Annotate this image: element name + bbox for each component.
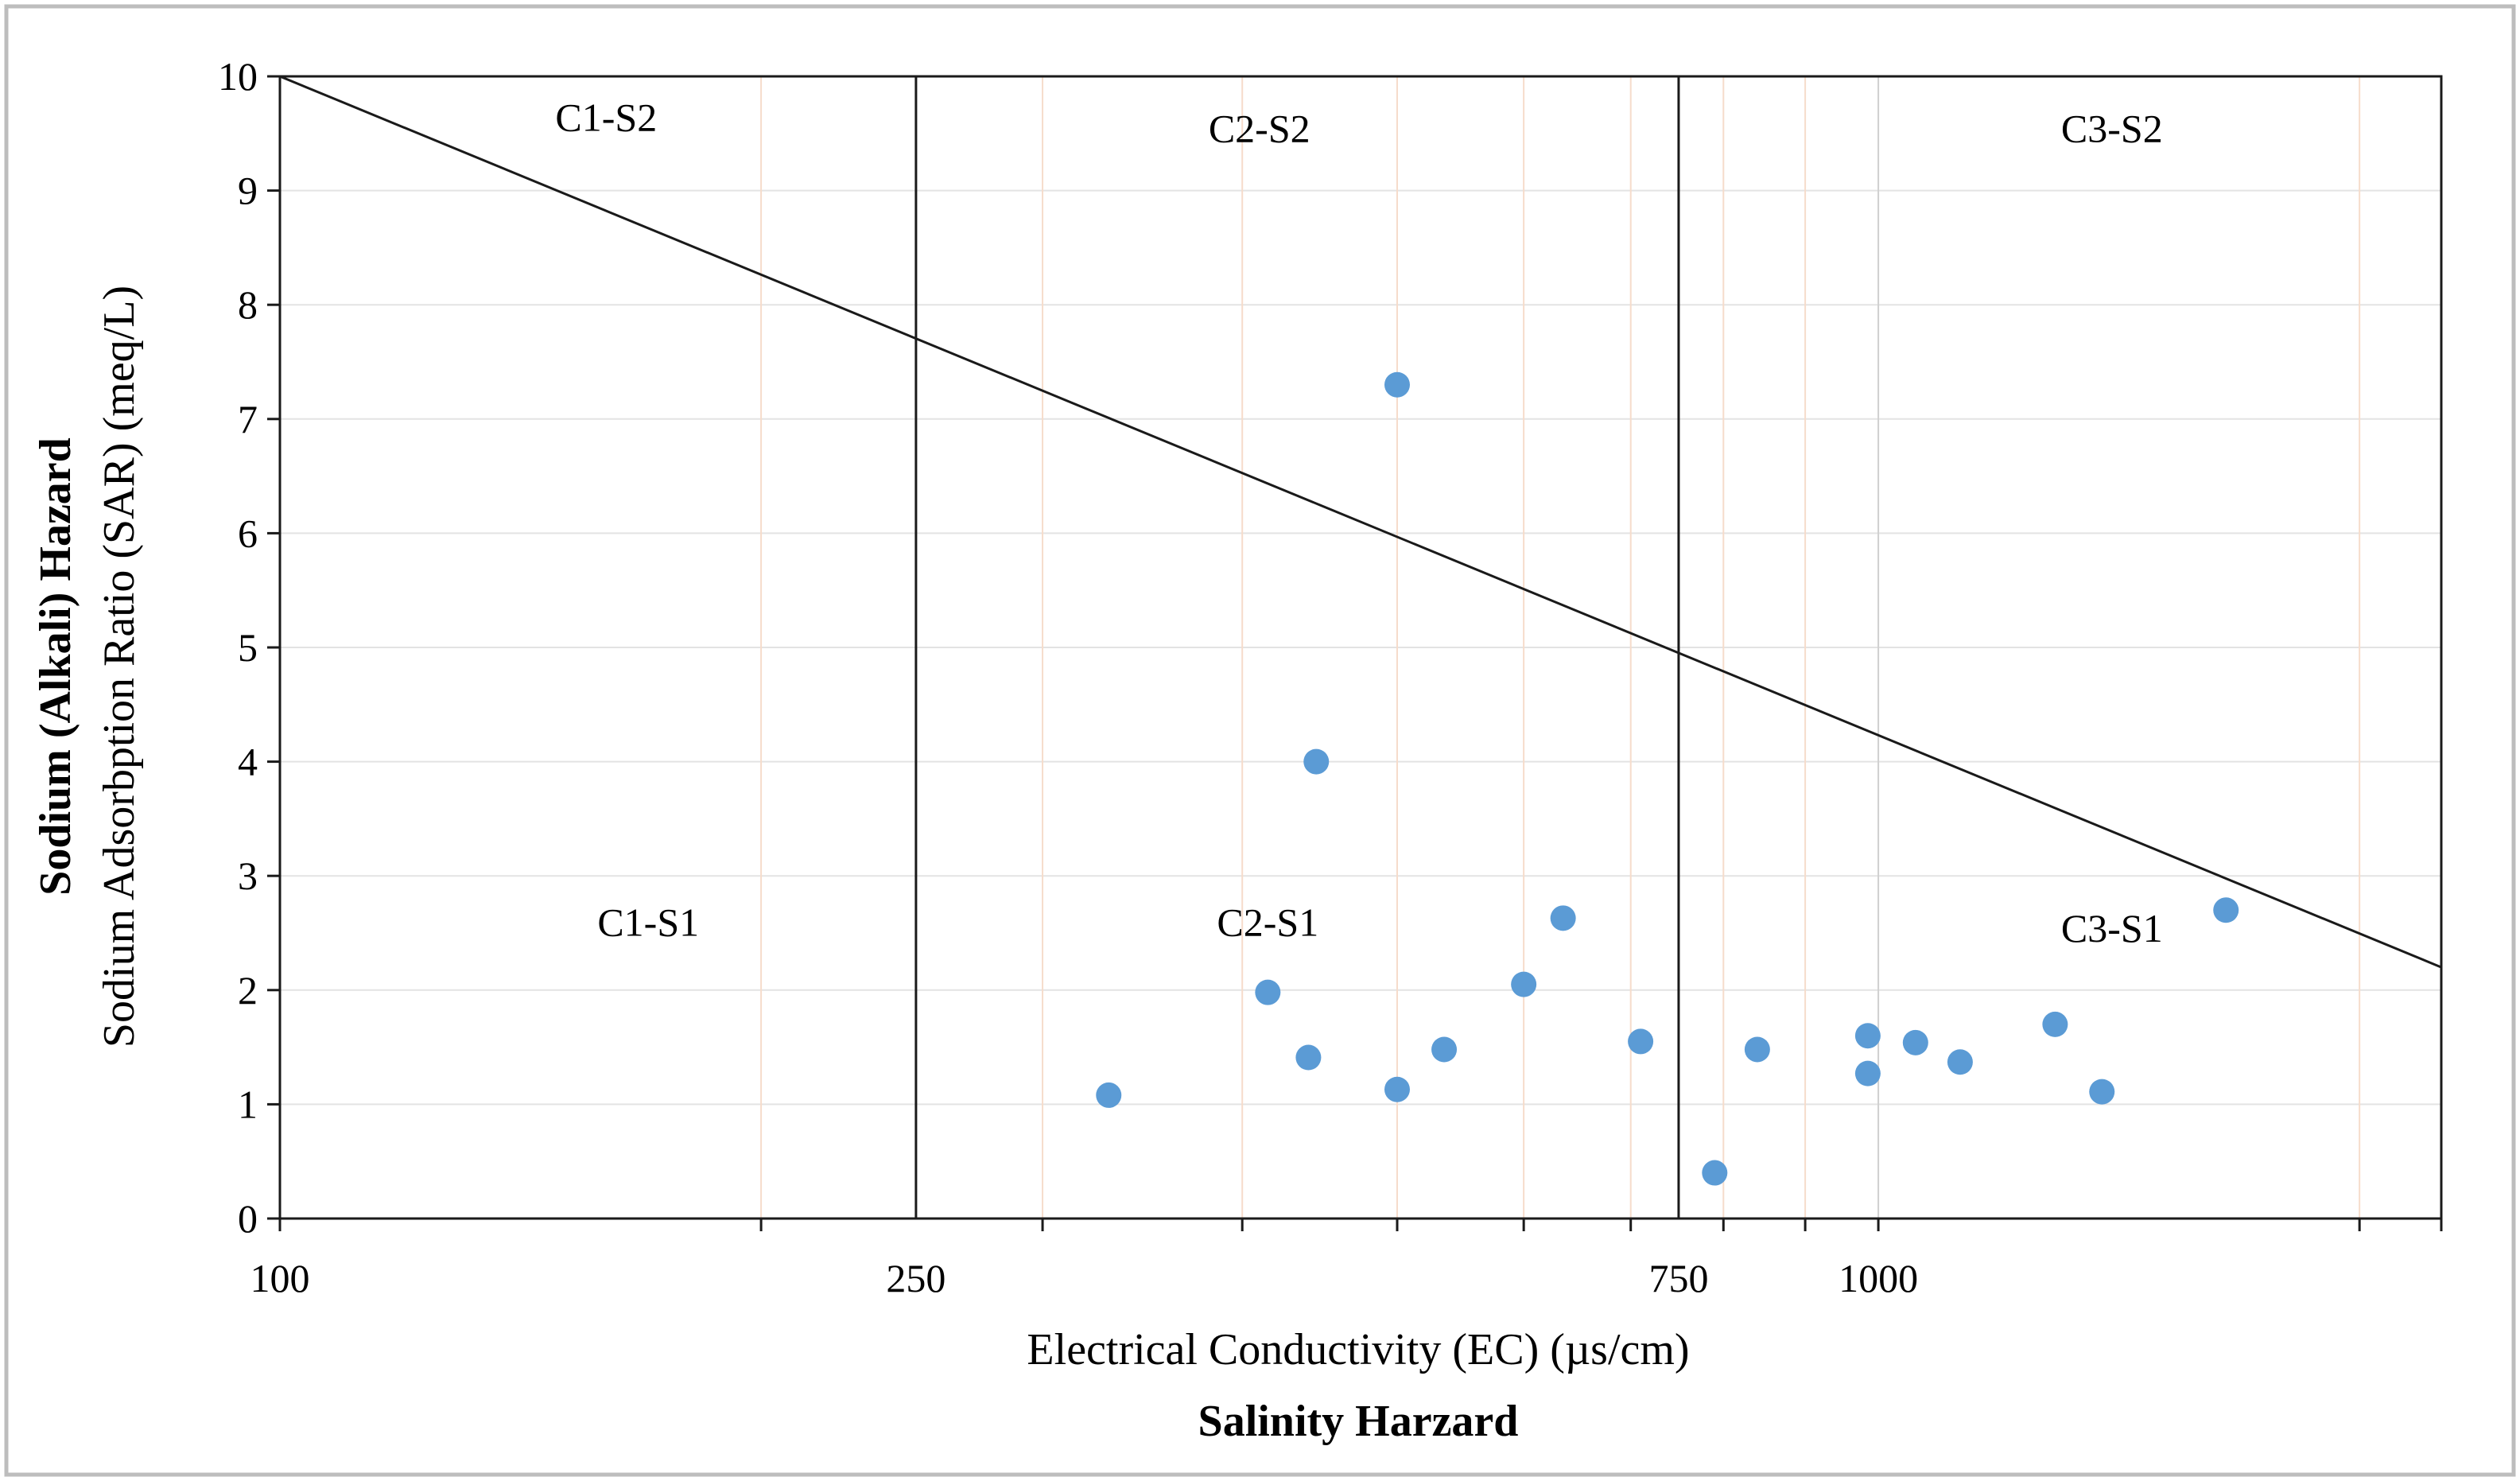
y-tick-label: 8 [238, 282, 258, 327]
zone-label: C3-S2 [2061, 107, 2163, 151]
data-point [1902, 1029, 1928, 1055]
x-tick-label: 1000 [1839, 1256, 1918, 1300]
y-tick-label: 10 [218, 54, 258, 99]
zone-label: C3-S1 [2061, 906, 2163, 950]
data-point [1854, 1023, 1881, 1049]
data-point [1384, 1076, 1410, 1102]
data-point [1431, 1036, 1458, 1063]
data-point [2213, 897, 2239, 923]
y-tick-label: 7 [238, 397, 258, 441]
data-point [1854, 1060, 1881, 1086]
data-point [1255, 979, 1281, 1005]
data-point [1384, 371, 1410, 398]
y-axis-ticks: 0 1 2 3 4 5 6 7 8 9 10 [218, 54, 280, 1241]
data-point [1628, 1028, 1654, 1055]
x-axis-category: Salinity Harzard [1198, 1397, 1519, 1446]
data-point [1947, 1049, 1973, 1075]
y-tick-label: 1 [238, 1082, 258, 1126]
data-point [2089, 1079, 2115, 1105]
data-point [1303, 748, 1330, 775]
data-point [1744, 1036, 1770, 1063]
sar-boundary-line [279, 75, 2442, 969]
data-point [1550, 905, 1576, 931]
y-axis-category: Sodium (Alkali) Hazard [31, 437, 80, 896]
data-points [1096, 371, 2239, 1186]
y-tick-label: 2 [238, 968, 258, 1013]
data-point [1511, 971, 1537, 997]
y-tick-label: 9 [238, 169, 258, 213]
data-point [1295, 1044, 1322, 1071]
zone-label: C1-S1 [597, 900, 699, 945]
zone-labels: C1-S2 C2-S2 C3-S2 C1-S1 C2-S1 C3-S1 [555, 95, 2162, 950]
outer-border [4, 4, 2516, 1477]
x-tick-label: 250 [886, 1256, 945, 1300]
y-tick-label: 4 [238, 740, 258, 784]
y-tick-label: 0 [238, 1196, 258, 1241]
y-tick-label: 3 [238, 853, 258, 898]
data-point [1096, 1082, 1122, 1108]
x-tick-label: 100 [250, 1256, 310, 1300]
zone-label: C2-S2 [1209, 107, 1310, 151]
x-tick-label: 750 [1648, 1256, 1708, 1300]
zone-label: C2-S1 [1217, 900, 1318, 945]
y-tick-label: 6 [238, 511, 258, 555]
classification-boundaries [279, 75, 2442, 1219]
x-axis-label: Electrical Conductivity (EC) (µs/cm) [1027, 1325, 1689, 1374]
y-tick-label: 5 [238, 625, 258, 670]
y-axis-label: Sodium Adsorbption Ratio (SAR) (meq/L) [95, 286, 144, 1048]
vertical-gridlines [760, 76, 2361, 1219]
horizontal-gridlines [280, 189, 2441, 1106]
data-point [2042, 1011, 2068, 1037]
data-point [1702, 1160, 1728, 1186]
zone-label: C1-S2 [555, 95, 657, 139]
x-axis-ticks: 100 250 750 1000 [250, 1219, 2443, 1300]
